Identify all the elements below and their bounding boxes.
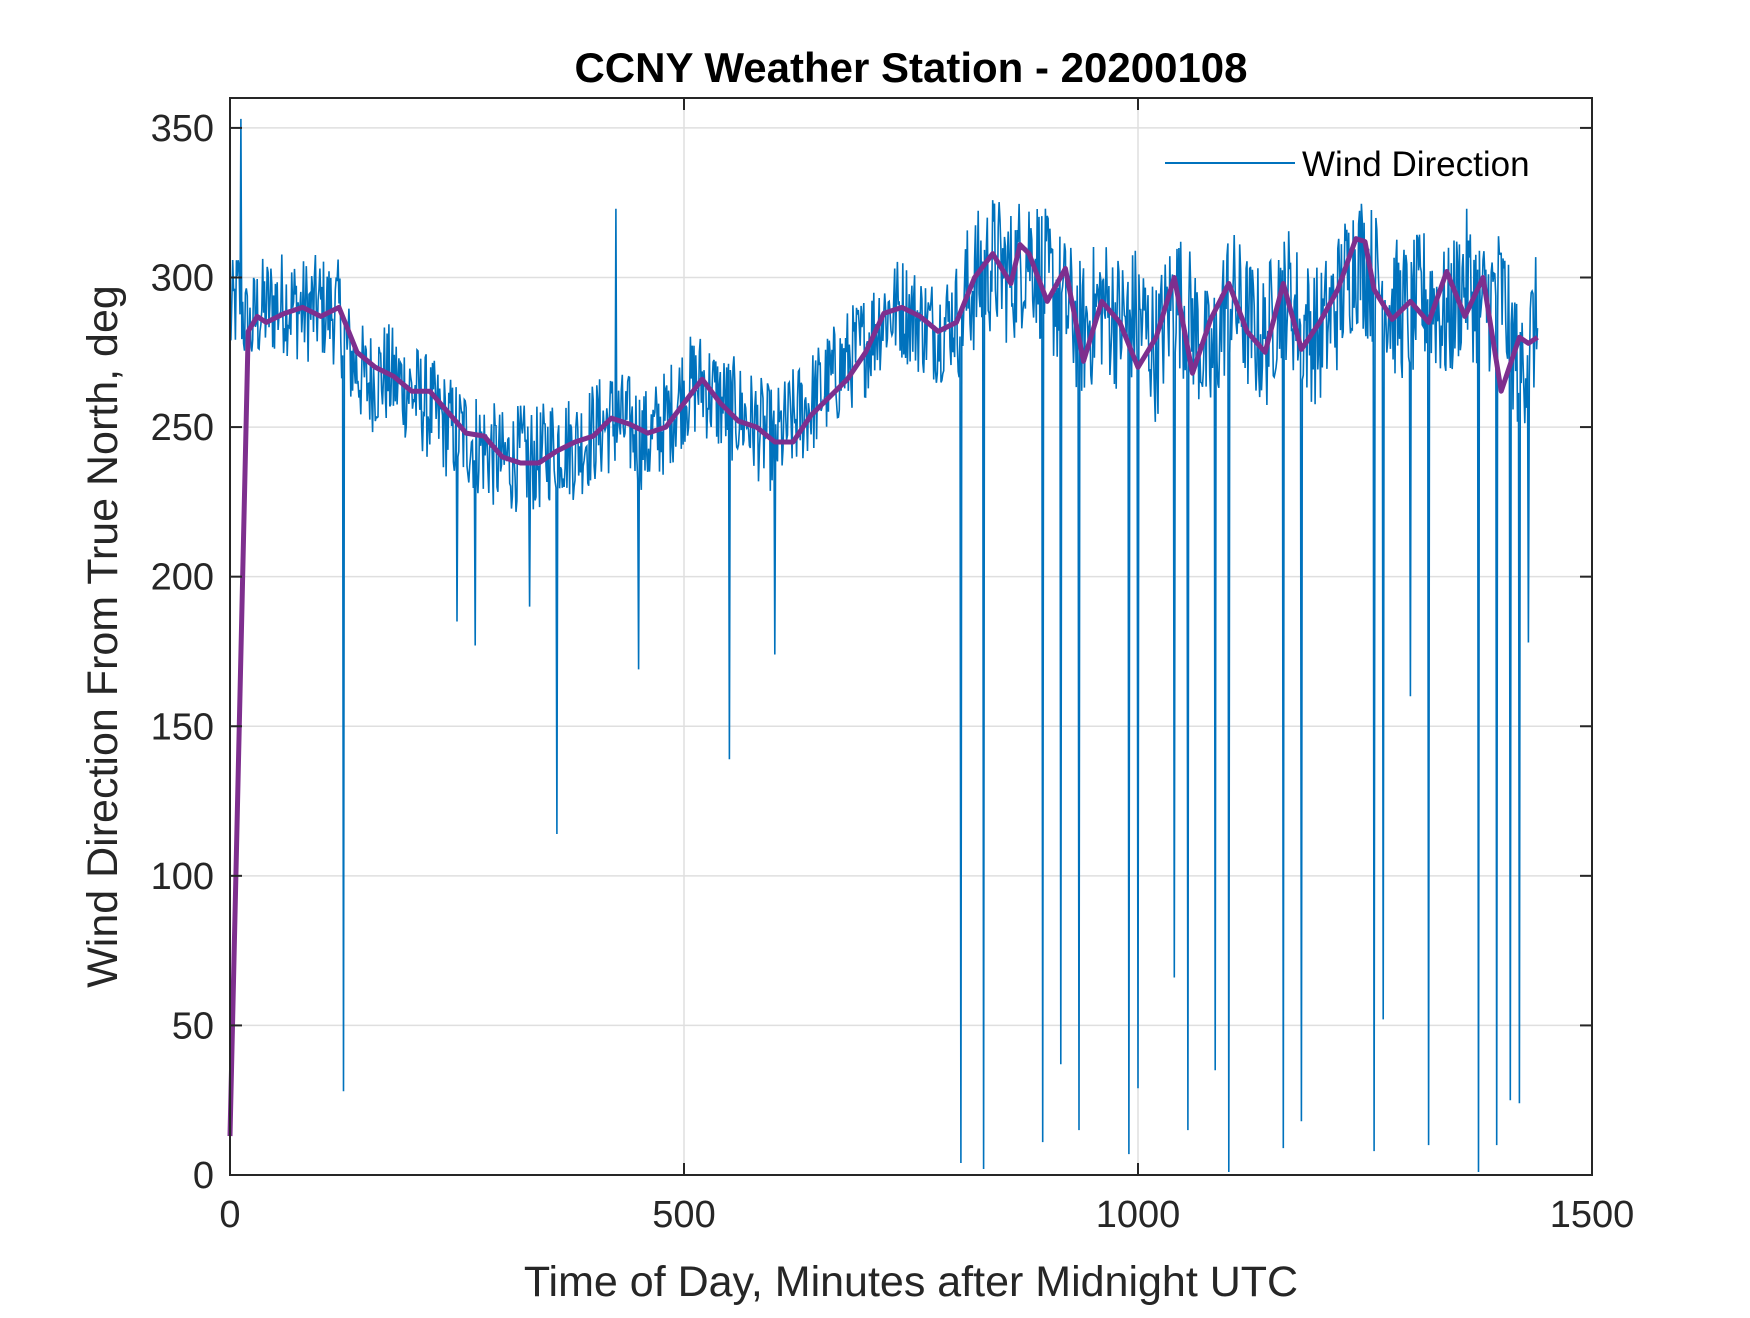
legend-label-wind-direction: Wind Direction [1302, 145, 1530, 184]
y-tick-label: 350 [151, 108, 214, 150]
y-tick-label: 300 [151, 258, 214, 300]
x-axis-label: Time of Day, Minutes after Midnight UTC [524, 1258, 1298, 1306]
y-tick-label: 200 [151, 557, 214, 599]
series-layer [227, 118, 1539, 1173]
grid-layer [229, 98, 1593, 1176]
x-tick-label: 1500 [1550, 1194, 1635, 1236]
y-tick-label: 150 [151, 706, 214, 748]
y-tick-label: 250 [151, 407, 214, 449]
legend: Wind Direction [1165, 145, 1530, 184]
smoothed-wind-direction-line [227, 236, 1539, 1137]
tick-layer: 0 500 1000 1500 0 50 100 150 200 250 300 350 [151, 98, 1635, 1236]
y-tick-label: 0 [193, 1155, 214, 1197]
chart-title: CCNY Weather Station - 20200108 [574, 44, 1247, 91]
y-tick-label: 50 [172, 1005, 214, 1047]
axes-box [229, 97, 1593, 1176]
y-tick-label: 100 [151, 856, 214, 898]
x-tick-label: 500 [652, 1194, 715, 1236]
x-tick-label: 0 [219, 1194, 240, 1236]
y-axis-label: Wind Direction From True North, deg [79, 285, 127, 988]
x-tick-label: 1000 [1096, 1194, 1181, 1236]
